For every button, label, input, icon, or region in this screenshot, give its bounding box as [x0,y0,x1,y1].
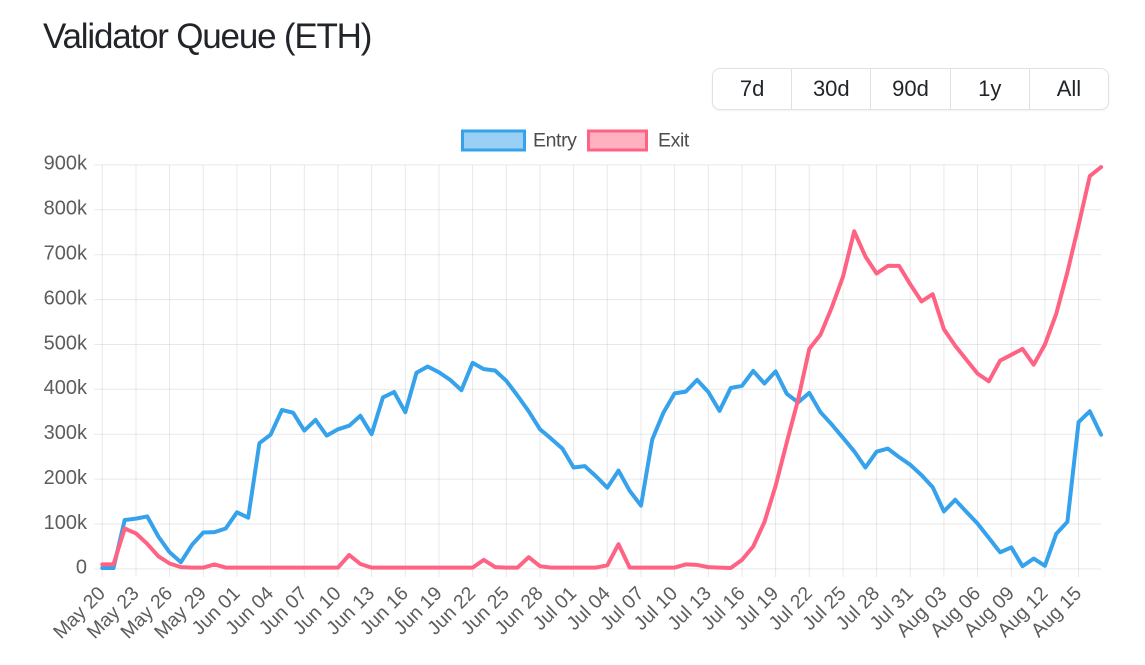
svg-text:Entry: Entry [533,130,577,152]
svg-text:0: 0 [76,557,87,579]
svg-text:700k: 700k [44,243,88,265]
svg-text:Exit: Exit [658,130,690,152]
svg-text:100k: 100k [44,512,88,534]
svg-text:600k: 600k [44,287,88,309]
svg-text:500k: 500k [44,332,88,354]
svg-text:900k: 900k [44,153,88,175]
svg-text:400k: 400k [44,377,88,399]
svg-text:200k: 200k [44,467,88,489]
svg-text:300k: 300k [44,422,88,444]
svg-text:800k: 800k [44,198,88,220]
